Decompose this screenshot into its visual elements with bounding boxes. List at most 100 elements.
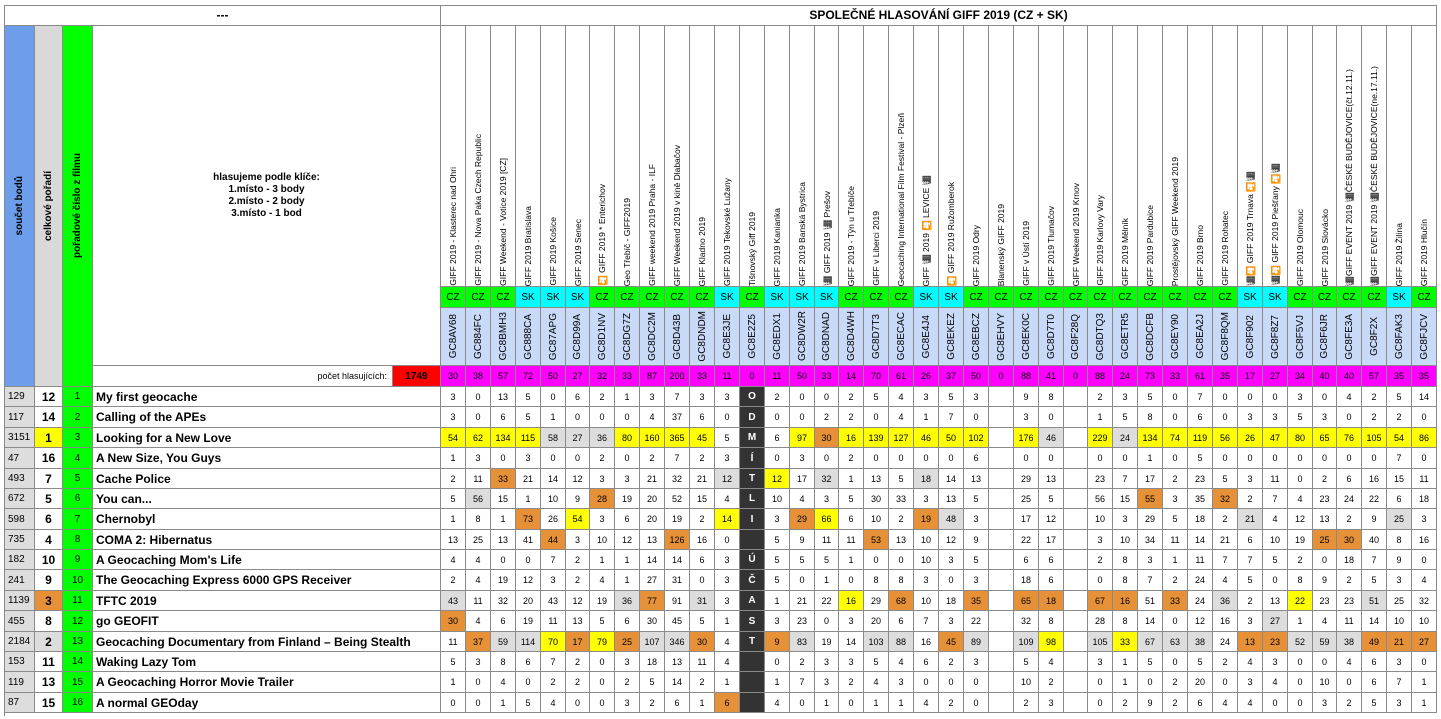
event-code[interactable]: GC8DTQ3 bbox=[1088, 308, 1113, 366]
event-name-header[interactable]: GIFF 2019 Bratislava bbox=[516, 26, 541, 287]
event-name-header[interactable]: GIFF 2019 Olomouc bbox=[1288, 26, 1313, 287]
event-code[interactable]: GC8FAK3 bbox=[1387, 308, 1412, 366]
order-column-header[interactable]: pořadové číslo z filmu bbox=[63, 26, 93, 387]
film-title[interactable]: Calling of the APEs bbox=[93, 407, 441, 428]
event-code[interactable]: GC8EKEZ bbox=[939, 308, 964, 366]
event-code[interactable]: GC8EY90 bbox=[1163, 308, 1188, 366]
event-name-header[interactable]: GIFF 2019 Pardubice bbox=[1138, 26, 1163, 287]
event-name-header[interactable]: GIFF 2019 Karlovy Vary bbox=[1088, 26, 1113, 287]
event-name-header[interactable]: GIFF 🎬 2019 🎦 LEVICE 🎬 bbox=[914, 26, 939, 287]
event-code[interactable]: GC8D99A bbox=[566, 308, 590, 366]
event-name-header[interactable]: 🎦 GIFF 2019 * Enterichov bbox=[590, 26, 615, 287]
film-title[interactable]: Waking Lazy Tom bbox=[93, 652, 441, 672]
event-name-header[interactable]: 🎬 GIFF 2019 🎬 Prešov bbox=[815, 26, 839, 287]
event-code[interactable]: GC8E3JE bbox=[715, 308, 740, 366]
event-voter-count: 200 bbox=[665, 366, 690, 387]
event-code[interactable]: GC8D4WH bbox=[839, 308, 864, 366]
event-name-header[interactable]: GIFF Weekend - Votice 2019 [CZ] bbox=[491, 26, 516, 287]
film-title[interactable]: You can... bbox=[93, 489, 441, 509]
event-code[interactable]: GC8F5VJ bbox=[1288, 308, 1313, 366]
event-name-header[interactable]: GIFF 2019 Brno bbox=[1188, 26, 1213, 287]
event-code[interactable]: GC8F902 bbox=[1238, 308, 1263, 366]
film-title[interactable]: A normal GEOday bbox=[93, 693, 441, 713]
film-title[interactable]: Chernobyl bbox=[93, 509, 441, 530]
event-name-header[interactable]: GIFF Weekend 2019 Krnov bbox=[1064, 26, 1088, 287]
event-code[interactable]: GC8DW2R bbox=[790, 308, 815, 366]
event-name-header[interactable]: GIFF Kladno 2019 bbox=[690, 26, 715, 287]
event-name-header[interactable]: GIFF weekend 2019 Praha - ILF bbox=[640, 26, 665, 287]
event-code[interactable]: GC884FC bbox=[466, 308, 491, 366]
event-code[interactable]: GC8FJCV bbox=[1412, 308, 1437, 366]
event-code[interactable]: GC888CA bbox=[516, 308, 541, 366]
event-name-header[interactable]: GIFF 2019 Mělník bbox=[1113, 26, 1138, 287]
event-name-header[interactable]: GIFF 2019 Kanianka bbox=[765, 26, 790, 287]
event-code[interactable]: GC8D7T0 bbox=[1039, 308, 1064, 366]
film-title[interactable]: My first geocache bbox=[93, 387, 441, 407]
event-code[interactable]: GC8ETR5 bbox=[1113, 308, 1138, 366]
event-name-header[interactable]: GIFF 2019 Tlumačov bbox=[1039, 26, 1064, 287]
event-name-header[interactable]: GIFF 2019 Banská Bystrica bbox=[790, 26, 815, 287]
event-name-header[interactable]: GIFF 2019 Odry bbox=[964, 26, 989, 287]
event-code[interactable]: GC8F6JR bbox=[1313, 308, 1337, 366]
film-title[interactable]: Cache Police bbox=[93, 469, 441, 489]
film-title[interactable]: Looking for a New Love bbox=[93, 428, 441, 448]
event-code[interactable]: GC87APG bbox=[541, 308, 566, 366]
event-name-header[interactable]: Tišnovský Giff 2019 bbox=[740, 26, 765, 287]
film-title[interactable]: A Geocaching Mom's Life bbox=[93, 550, 441, 570]
event-code[interactable]: GC8E2Z5 bbox=[740, 308, 765, 366]
film-title[interactable]: The Geocaching Express 6000 GPS Receiver bbox=[93, 570, 441, 591]
event-code[interactable]: GC8EK0C bbox=[1014, 308, 1039, 366]
event-code[interactable]: GC8D43B bbox=[665, 308, 690, 366]
event-code[interactable]: GC8ECAC bbox=[889, 308, 914, 366]
film-title[interactable]: COMA 2: Hibernatus bbox=[93, 530, 441, 550]
event-code[interactable]: GC8DC2M bbox=[640, 308, 665, 366]
film-title[interactable]: Geocaching Documentary from Finland – Be… bbox=[93, 632, 441, 652]
event-name-header[interactable]: 🎬🎦 GIFF 2019 Piešťany 🎦🎬 bbox=[1263, 26, 1288, 287]
event-code[interactable]: GC8F8Z7 bbox=[1263, 308, 1288, 366]
event-name-header[interactable]: 🎦 GIFF 2019 Ružomberok bbox=[939, 26, 964, 287]
event-name-header[interactable]: Blanenský GIFF 2019 bbox=[989, 26, 1014, 287]
event-code[interactable]: GC8D1NV bbox=[590, 308, 615, 366]
event-name-header[interactable]: GIFF 2019 - Klasterec nad Ohri bbox=[441, 26, 466, 287]
event-name-header[interactable]: GIFF 2019 - Týn u Třebíče bbox=[839, 26, 864, 287]
film-title[interactable]: TFTC 2019 bbox=[93, 591, 441, 611]
event-code[interactable]: GC8AV68 bbox=[441, 308, 466, 366]
event-code[interactable]: GC8DNAD bbox=[815, 308, 839, 366]
event-name-header[interactable]: GIFF 2019 Žilina bbox=[1387, 26, 1412, 287]
event-code[interactable]: GC8DG7Z bbox=[615, 308, 640, 366]
event-name-header[interactable]: 🎬GIFF EVENT 2019 🎬ČESKÉ BUDĚJOVICE(čt.12… bbox=[1337, 26, 1362, 287]
film-title[interactable]: go GEOFIT bbox=[93, 611, 441, 632]
event-code[interactable]: GC8E4J4 bbox=[914, 308, 939, 366]
event-code[interactable]: GC8D7T3 bbox=[864, 308, 889, 366]
event-name-header[interactable]: Geo Třebíč - GIFF2019 bbox=[615, 26, 640, 287]
event-code[interactable]: GC8EDX1 bbox=[765, 308, 790, 366]
event-name-header[interactable]: GIFF 2019 - Nova Paka Czech Republic bbox=[466, 26, 491, 287]
sum-column-header[interactable]: součet bodů bbox=[5, 26, 35, 387]
film-title[interactable]: A New Size, You Guys bbox=[93, 448, 441, 469]
event-code[interactable]: GC8EBCZ bbox=[964, 308, 989, 366]
event-code[interactable]: GC8EA2J bbox=[1188, 308, 1213, 366]
event-code[interactable]: GC8EHVY bbox=[989, 308, 1014, 366]
event-code[interactable]: GC8BMH3 bbox=[491, 308, 516, 366]
event-code[interactable]: GC8F28Q bbox=[1064, 308, 1088, 366]
event-name-header[interactable]: Prostějovský GIFF Weekend 2019 bbox=[1163, 26, 1188, 287]
event-name-header[interactable]: 🎬🎦 GIFF 2019 Trnava 🎦🎬 bbox=[1238, 26, 1263, 287]
event-code[interactable]: GC8DNDM bbox=[690, 308, 715, 366]
event-name-header[interactable]: GIFF 2019 Senec bbox=[566, 26, 590, 287]
event-code[interactable]: GC8FE3A bbox=[1337, 308, 1362, 366]
event-code[interactable]: GC8DCFB bbox=[1138, 308, 1163, 366]
event-name-header[interactable]: 🎬GIFF EVENT 2019 🎬ČESKÉ BUDĚJOVICE(ne.17… bbox=[1362, 26, 1387, 287]
event-name-header[interactable]: GIFF v Liberci 2019 bbox=[864, 26, 889, 287]
event-name-header[interactable]: Geocaching International Film Festival -… bbox=[889, 26, 914, 287]
event-code[interactable]: GC8F8QM bbox=[1213, 308, 1238, 366]
film-title[interactable]: A Geocaching Horror Movie Trailer bbox=[93, 672, 441, 693]
event-name-header[interactable]: GIFF 2019 Hlučín bbox=[1412, 26, 1437, 287]
event-name-header[interactable]: GIFF 2019 Tekovské Lužany bbox=[715, 26, 740, 287]
event-name-header[interactable]: GIFF 2019 Rohatec bbox=[1213, 26, 1238, 287]
event-name-header[interactable]: GIFF 2019 Slovácko bbox=[1313, 26, 1337, 287]
event-name-header[interactable]: GIFF Weekend 2019 v kině Dlabačov bbox=[665, 26, 690, 287]
event-name-header[interactable]: GIFF v Ústí 2019 bbox=[1014, 26, 1039, 287]
event-code[interactable]: GC8F2X bbox=[1362, 308, 1387, 366]
rank-column-header[interactable]: celkové pořadí bbox=[35, 26, 63, 387]
event-name-header[interactable]: GIFF 2019 Košice bbox=[541, 26, 566, 287]
